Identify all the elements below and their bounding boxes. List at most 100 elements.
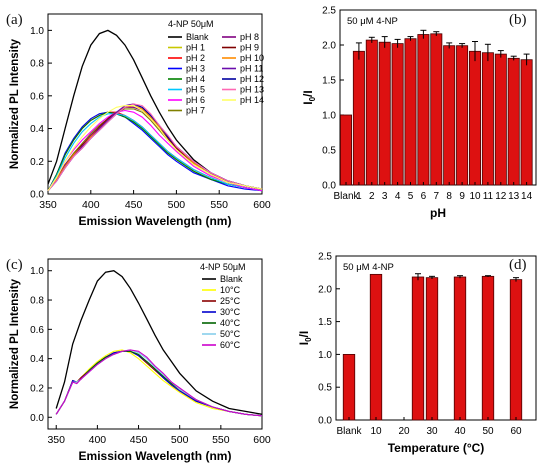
x-tick-label: 12: [495, 191, 507, 202]
x-axis-label: Temperature (°C): [388, 441, 485, 455]
x-tick-label: 50: [482, 426, 494, 437]
legend-label: 40°C: [220, 318, 241, 328]
bar-50: [481, 275, 495, 421]
legend-label: pH 1: [186, 43, 205, 53]
x-axis-label: Emission Wavelength (nm): [79, 214, 232, 228]
y-tick-label: 1.5: [322, 76, 336, 87]
y-tick-label: 1.5: [318, 317, 332, 328]
panel-tag-b: (b): [509, 12, 527, 28]
y-tick-label: 0.0: [30, 190, 44, 201]
legend-label: pH 9: [240, 43, 259, 53]
panel-tag-c: (c): [6, 257, 23, 273]
y-tick-label: 2.0: [322, 41, 336, 52]
bar-40: [453, 276, 467, 421]
x-tick-label: 5: [408, 191, 414, 202]
y-tick-label: 0.6: [30, 325, 44, 336]
series-line-ph-13: [47, 103, 263, 192]
y-tick-label: 0.6: [30, 91, 44, 102]
annotation: 50 μM 4-NP: [343, 262, 394, 273]
y-axis-label: I0/I: [297, 331, 313, 345]
annotation: 50 μM 4-NP: [347, 16, 398, 27]
y-tick-label: 1.0: [322, 111, 336, 122]
y-tick-label: 1.0: [30, 26, 44, 37]
x-tick-label: 500: [171, 434, 189, 446]
x-tick-label: 3: [382, 191, 388, 202]
y-axis-label-main: I: [301, 101, 315, 104]
x-tick-label: 13: [508, 191, 520, 202]
y-tick-label: 2.5: [318, 252, 332, 263]
y-axis-label-main: I: [297, 342, 311, 345]
x-tick-label: 4: [395, 191, 401, 202]
y-tick-label: 1.0: [30, 266, 44, 277]
x-tick-label: 350: [39, 199, 57, 211]
x-tick-label: 40: [454, 426, 466, 437]
bar-30: [425, 277, 439, 421]
plot-frame: [47, 258, 263, 430]
bar-4: [391, 43, 404, 186]
x-tick-label: 500: [168, 199, 186, 211]
legend-label: 10°C: [220, 285, 241, 295]
bar-10: [369, 273, 383, 421]
bar-12: [494, 53, 507, 186]
series-line-ph-4: [47, 111, 263, 192]
y-tick-label: 0.2: [30, 383, 44, 394]
x-tick-label: 14: [521, 191, 533, 202]
legend-label: 25°C: [220, 296, 241, 306]
series-line-30-c: [55, 350, 263, 417]
y-axis-label-sub: 0: [304, 337, 313, 342]
series-line-25-c: [55, 350, 263, 417]
x-tick-label: Blank: [333, 191, 359, 202]
legend-label: pH 8: [240, 32, 259, 42]
y-axis-label: Normalized PL Intensity: [9, 278, 21, 409]
chart-d: 0.0 0.5 1.0 1.5 2.0 2.5 Blank 10 20 30 40 50 60 Tempe…: [297, 252, 537, 455]
x-tick-label: 450: [130, 434, 148, 446]
legend-label: Blank: [220, 274, 243, 284]
x-tick-label: 20: [398, 426, 410, 437]
x-tick-label: 60: [510, 426, 522, 437]
legend-label: pH 4: [186, 74, 205, 84]
legend-label: Blank: [186, 32, 209, 42]
x-tick-label: 11: [483, 191, 494, 202]
y-axis-label-tail: /I: [297, 331, 311, 338]
bar-6: [417, 34, 430, 186]
bar-10: [468, 50, 481, 186]
y-tick-label: 0.5: [318, 383, 332, 394]
panel-tag-a: (a): [6, 12, 23, 28]
bar-5: [404, 38, 417, 186]
bar-8: [443, 45, 456, 186]
legend-label: pH 6: [186, 95, 205, 105]
legend-label: pH 11: [240, 64, 263, 74]
legend-label: pH 3: [186, 64, 205, 74]
bar-14: [520, 59, 533, 186]
bar-9: [456, 45, 469, 186]
annotation: 4-NP 50μM: [168, 19, 214, 29]
x-tick-label: 9: [459, 191, 465, 202]
x-axis-label: pH: [430, 206, 446, 220]
legend-label: 50°C: [220, 329, 241, 339]
bar-1: [352, 50, 365, 186]
y-tick-label: 0.4: [30, 354, 44, 365]
x-tick-label: 30: [426, 426, 438, 437]
bar-25: [411, 276, 425, 421]
y-axis-label-sub: 0: [308, 96, 317, 101]
y-tick-label: 0.4: [30, 124, 44, 135]
x-tick-label: 350: [47, 434, 65, 446]
x-tick-label: 7: [434, 191, 440, 202]
chart-c: 350 400 450 500 550 600 0.0 0.2 0.4 0.6 0.8 1.0 Emis…: [9, 258, 271, 463]
x-tick-label: 550: [210, 199, 228, 211]
x-tick-label: 10: [370, 426, 382, 437]
bar-11: [481, 52, 494, 186]
y-axis-label: I0/I: [301, 90, 317, 104]
legend-label: pH 10: [240, 53, 264, 63]
x-tick-label: 6: [421, 191, 427, 202]
x-tick-label: 400: [89, 434, 107, 446]
x-tick-label: Blank: [336, 426, 362, 437]
y-tick-label: 0.0: [322, 181, 336, 192]
legend-label: pH 13: [240, 85, 264, 95]
series-line-blank: [47, 29, 263, 190]
bar-blank: [342, 353, 356, 421]
series-line-ph-6: [47, 109, 263, 192]
legend-label: 60°C: [220, 340, 241, 350]
annotation: 4-NP 50μM: [200, 262, 246, 272]
x-tick-label: 2: [369, 191, 375, 202]
